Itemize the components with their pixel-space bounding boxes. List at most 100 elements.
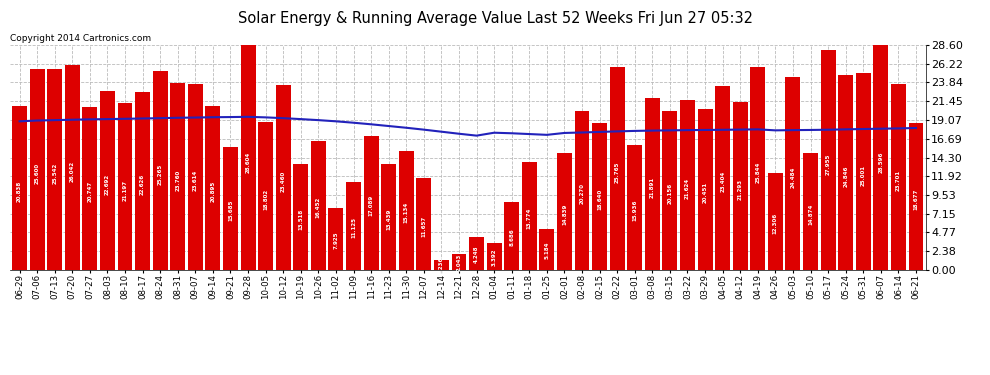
Bar bbox=[644, 98, 659, 270]
Text: 20.747: 20.747 bbox=[87, 181, 92, 202]
Text: 4.248: 4.248 bbox=[474, 245, 479, 263]
Text: Copyright 2014 Cartronics.com: Copyright 2014 Cartronics.com bbox=[10, 34, 151, 43]
Text: 13.518: 13.518 bbox=[298, 209, 303, 230]
Bar bbox=[574, 111, 589, 270]
Text: Solar Energy & Running Average Value Last 52 Weeks Fri Jun 27 05:32: Solar Energy & Running Average Value Las… bbox=[238, 11, 752, 26]
Bar bbox=[662, 111, 677, 270]
Text: 21.891: 21.891 bbox=[649, 177, 654, 198]
Bar bbox=[487, 243, 502, 270]
Bar bbox=[628, 145, 643, 270]
Bar bbox=[873, 45, 888, 270]
Bar bbox=[64, 65, 80, 270]
Text: 16.452: 16.452 bbox=[316, 197, 321, 219]
Bar bbox=[451, 254, 466, 270]
Bar bbox=[839, 75, 853, 270]
Text: 14.839: 14.839 bbox=[562, 203, 567, 225]
Bar bbox=[241, 45, 255, 270]
Text: 25.542: 25.542 bbox=[52, 163, 57, 184]
Bar bbox=[276, 86, 291, 270]
Bar bbox=[311, 141, 326, 270]
Bar bbox=[293, 164, 308, 270]
Text: 20.838: 20.838 bbox=[17, 181, 22, 202]
Bar bbox=[715, 86, 730, 270]
Bar bbox=[223, 147, 238, 270]
Text: 25.600: 25.600 bbox=[35, 163, 40, 184]
Bar bbox=[909, 123, 924, 270]
Text: 14.874: 14.874 bbox=[808, 203, 813, 225]
Bar bbox=[417, 178, 432, 270]
Text: 13.774: 13.774 bbox=[527, 207, 532, 229]
Bar bbox=[592, 123, 607, 270]
Text: 25.265: 25.265 bbox=[157, 164, 162, 185]
Text: 15.134: 15.134 bbox=[404, 202, 409, 223]
Text: 18.640: 18.640 bbox=[597, 189, 602, 210]
Bar bbox=[30, 69, 45, 270]
Bar bbox=[785, 77, 801, 270]
Bar bbox=[698, 109, 713, 270]
Bar bbox=[434, 260, 448, 270]
Bar bbox=[170, 83, 185, 270]
Text: 15.936: 15.936 bbox=[633, 199, 638, 220]
Text: 24.484: 24.484 bbox=[790, 167, 795, 188]
Bar bbox=[821, 50, 836, 270]
Bar bbox=[540, 229, 554, 270]
Text: 26.042: 26.042 bbox=[70, 161, 75, 182]
Text: 18.802: 18.802 bbox=[263, 188, 268, 210]
Text: 20.895: 20.895 bbox=[211, 180, 216, 202]
Text: 22.692: 22.692 bbox=[105, 174, 110, 195]
Bar bbox=[469, 237, 484, 270]
Text: 20.156: 20.156 bbox=[667, 183, 672, 204]
Bar bbox=[258, 122, 273, 270]
Bar bbox=[329, 208, 344, 270]
Text: 13.439: 13.439 bbox=[386, 209, 391, 230]
Text: 20.270: 20.270 bbox=[579, 183, 584, 204]
Bar bbox=[188, 84, 203, 270]
Text: 21.197: 21.197 bbox=[123, 179, 128, 201]
Text: 25.844: 25.844 bbox=[755, 162, 760, 183]
Bar bbox=[48, 69, 62, 270]
Text: 20.451: 20.451 bbox=[703, 182, 708, 203]
Text: 25.001: 25.001 bbox=[860, 165, 865, 186]
Text: 8.686: 8.686 bbox=[509, 228, 514, 246]
Bar bbox=[522, 162, 537, 270]
Text: 21.293: 21.293 bbox=[738, 179, 742, 200]
Bar bbox=[768, 173, 783, 270]
Text: 11.125: 11.125 bbox=[351, 217, 356, 238]
Text: 18.677: 18.677 bbox=[914, 189, 919, 210]
Text: 3.392: 3.392 bbox=[492, 249, 497, 266]
Bar bbox=[12, 106, 27, 270]
Text: 7.925: 7.925 bbox=[334, 231, 339, 249]
Text: 23.760: 23.760 bbox=[175, 170, 180, 191]
Text: 23.404: 23.404 bbox=[720, 171, 725, 192]
Text: 24.846: 24.846 bbox=[843, 165, 848, 187]
Bar bbox=[346, 183, 361, 270]
Text: 2.043: 2.043 bbox=[456, 254, 461, 271]
Bar bbox=[100, 92, 115, 270]
Bar bbox=[891, 84, 906, 270]
Bar bbox=[381, 164, 396, 270]
Bar bbox=[803, 153, 818, 270]
Text: 12.306: 12.306 bbox=[773, 213, 778, 234]
Text: 17.089: 17.089 bbox=[368, 195, 373, 216]
Bar bbox=[363, 135, 378, 270]
Text: 22.626: 22.626 bbox=[141, 174, 146, 195]
Text: 28.604: 28.604 bbox=[246, 152, 250, 172]
Text: 5.184: 5.184 bbox=[544, 242, 549, 259]
Text: 23.460: 23.460 bbox=[281, 171, 286, 192]
Bar bbox=[152, 71, 167, 270]
Bar bbox=[733, 102, 747, 270]
Text: 1.236: 1.236 bbox=[439, 256, 444, 274]
Text: 28.596: 28.596 bbox=[878, 152, 883, 173]
Text: 23.701: 23.701 bbox=[896, 170, 901, 191]
Text: 21.624: 21.624 bbox=[685, 178, 690, 199]
Bar bbox=[504, 202, 519, 270]
Bar bbox=[206, 106, 221, 270]
Bar bbox=[82, 107, 97, 270]
Bar bbox=[610, 67, 625, 270]
Text: 23.614: 23.614 bbox=[193, 170, 198, 192]
Text: 11.657: 11.657 bbox=[422, 215, 427, 237]
Text: 27.955: 27.955 bbox=[826, 154, 831, 175]
Bar bbox=[750, 67, 765, 270]
Bar bbox=[135, 92, 150, 270]
Bar bbox=[118, 103, 133, 270]
